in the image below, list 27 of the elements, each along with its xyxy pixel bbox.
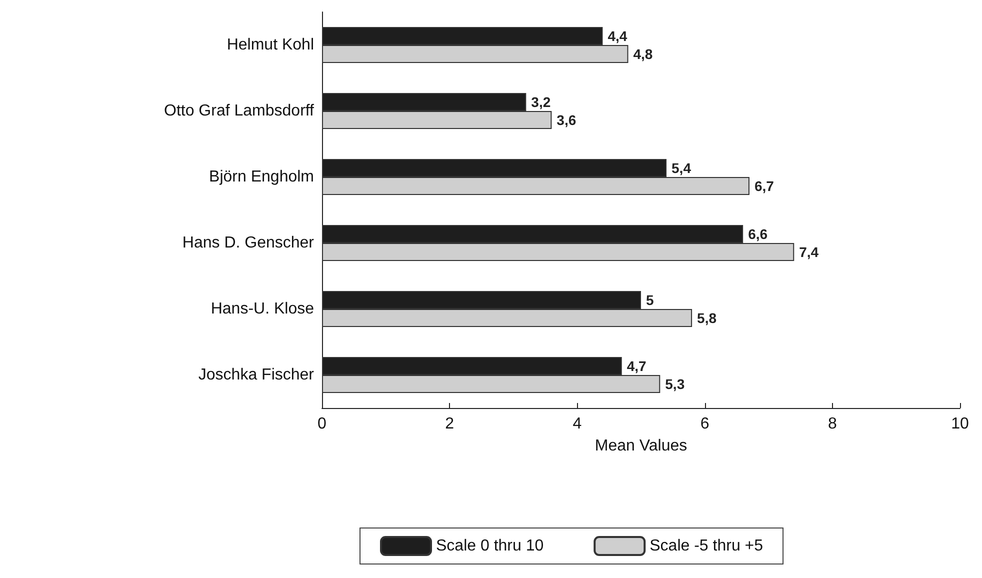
data-label: 5,4 [672,160,692,176]
legend-label: Scale -5 thru +5 [650,538,764,554]
data-label: 4,8 [633,46,653,62]
legend-label: Scale 0 thru 10 [436,538,544,554]
data-label: 3,2 [531,94,551,110]
data-label: 5 [646,292,654,308]
y-tick-label: Björn Engholm [209,168,314,186]
data-label: 7,4 [799,244,819,260]
data-label: 3,6 [556,112,576,128]
data-label: 4,7 [626,358,647,374]
y-tick-label: Hans-U. Klose [210,300,314,318]
x-tick-label: 10 [951,416,969,432]
data-label: 5,3 [665,376,685,392]
y-tick-label: Otto Graf Lambsdorff [164,102,315,120]
x-tick-label: 4 [572,416,582,432]
x-axis-title: Mean Values [594,438,688,454]
y-tick-label: Joschka Fischer [198,366,315,384]
y-tick-label: Helmut Kohl [226,36,314,54]
data-label: 5,8 [697,310,717,326]
x-tick-label: 0 [318,416,327,432]
data-label: 6,6 [748,226,768,242]
x-tick-label: 8 [828,416,837,432]
data-label: 6,7 [754,178,774,194]
y-tick-label: Hans D. Genscher [182,234,315,252]
data-label: 4,4 [608,28,628,44]
x-tick-label: 6 [700,416,710,432]
x-tick-label: 2 [445,416,454,432]
